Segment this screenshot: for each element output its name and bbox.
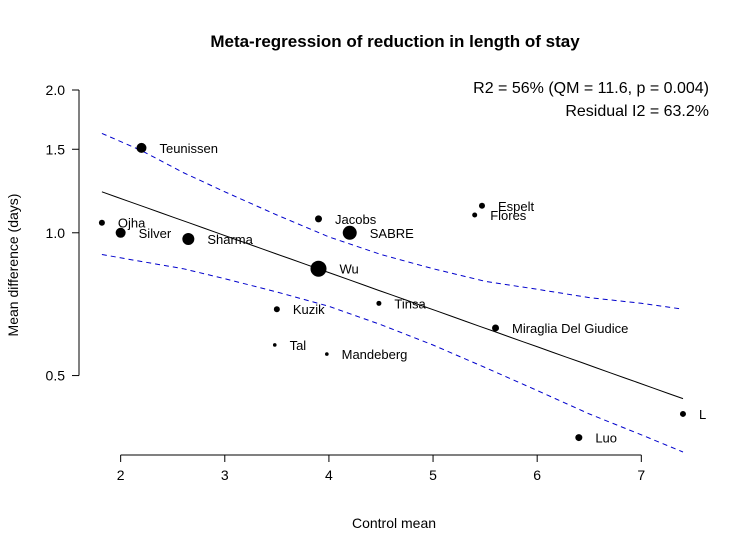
- point-wu: [310, 260, 327, 277]
- point-ojha: [98, 219, 105, 226]
- x-tick-label: 6: [533, 467, 541, 483]
- x-tick-label: 7: [637, 467, 645, 483]
- x-tick-label: 3: [221, 467, 229, 483]
- y-tick-label: 1.5: [46, 141, 66, 157]
- ci-upper-line: [101, 132, 684, 310]
- x-tick-label: 5: [429, 467, 437, 483]
- point-sharma: [182, 233, 195, 246]
- point-label: Ojha: [118, 216, 146, 231]
- point-tal: [272, 343, 277, 347]
- y-axis-label: Mean difference (days): [5, 194, 21, 337]
- point-label: Jacobs: [335, 212, 377, 227]
- point-jacobs: [315, 215, 323, 223]
- point-flores: [472, 212, 478, 218]
- point-kuzik: [273, 306, 280, 313]
- point-espelt: [478, 202, 485, 209]
- point-tinsa: [376, 300, 382, 306]
- point-label: Tal: [290, 338, 307, 353]
- axes: 2 3 4 5 6 7 0.5 1.0 1.5 2.0: [46, 82, 646, 483]
- point-luo: [575, 434, 583, 442]
- y-tick-label: 2.0: [46, 82, 66, 98]
- point-label: Kuzik: [293, 302, 325, 317]
- y-tick-label: 0.5: [46, 368, 66, 384]
- point-sabre: [342, 225, 357, 240]
- data-points: [98, 142, 686, 442]
- ci-lower-line: [101, 254, 684, 453]
- point-label: Flores: [490, 208, 527, 223]
- point-miraglia-del-giudice: [492, 324, 500, 332]
- chart-title: Meta-regression of reduction in length o…: [210, 32, 580, 51]
- point-label: Teunissen: [159, 141, 218, 156]
- point-l: [679, 410, 686, 417]
- y-tick-label: 1.0: [46, 225, 66, 241]
- point-label: Sharma: [207, 232, 253, 247]
- point-label: L: [699, 407, 706, 422]
- point-silver: [115, 227, 126, 238]
- confidence-bands: [101, 132, 684, 453]
- point-label: SABRE: [370, 226, 414, 241]
- stat-annotation-residual: Residual I2 = 63.2%: [565, 103, 709, 120]
- point-label: Miraglia Del Giudice: [512, 321, 628, 336]
- point-label: Luo: [595, 431, 617, 446]
- point-mandeberg: [325, 352, 329, 356]
- point-teunissen: [136, 142, 147, 153]
- regression-line-group: [101, 191, 684, 400]
- x-tick-label: 4: [325, 467, 333, 483]
- point-label: Espelt: [498, 199, 535, 214]
- point-label: Tinsa: [394, 296, 426, 311]
- point-label: Silver: [139, 226, 172, 241]
- point-label: Wu: [340, 262, 359, 277]
- x-axis-label: Control mean: [352, 515, 436, 531]
- stat-annotation-r2: R2 = 56% (QM = 11.6, p = 0.004): [473, 80, 709, 97]
- regression-line: [101, 191, 684, 400]
- x-tick-label: 2: [117, 467, 125, 483]
- point-label: Mandeberg: [342, 347, 408, 362]
